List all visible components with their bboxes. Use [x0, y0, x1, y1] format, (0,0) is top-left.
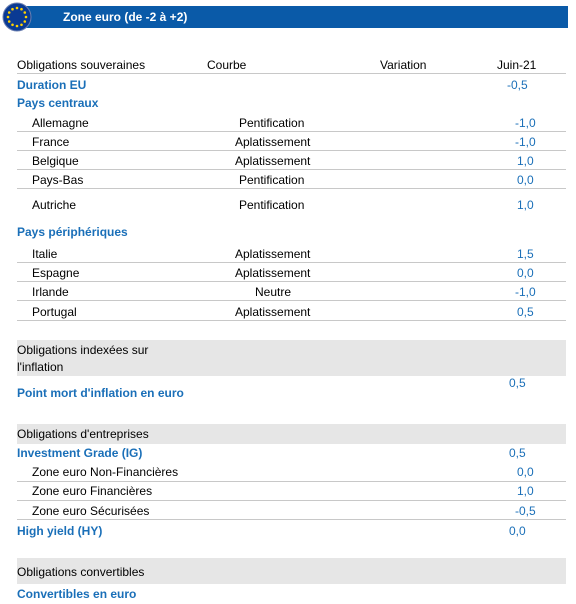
- convertibles-section-band: Obligations convertibles: [17, 558, 566, 584]
- table-row: France Aplatissement -1,0: [17, 133, 566, 151]
- inflation-title-line2: l'inflation: [17, 360, 64, 374]
- flag-star: [7, 11, 11, 14]
- table-row: Zone euro Non-Financières 0,0: [17, 464, 566, 482]
- curve-value: Aplatissement: [235, 266, 311, 280]
- variation-value: 0,0: [517, 266, 534, 280]
- flag-star: [23, 11, 27, 14]
- core-title: Pays centraux: [17, 96, 99, 110]
- curve-value: Pentification: [239, 116, 305, 130]
- flag-star: [15, 24, 19, 28]
- variation-value: -1,0: [515, 285, 536, 299]
- flag-star: [11, 23, 14, 27]
- country-name: Belgique: [32, 154, 79, 168]
- table-row: Italie Aplatissement 1,5: [17, 245, 566, 263]
- variation-value: -1,0: [515, 135, 536, 149]
- country-name: France: [32, 135, 70, 149]
- eu-flag-icon: [2, 2, 32, 32]
- column-variation: Variation: [380, 58, 427, 72]
- ig-value: 0,5: [509, 446, 526, 460]
- corporate-title: Obligations d'entreprises: [17, 427, 149, 441]
- inflation-value: 0,5: [509, 376, 526, 390]
- curve-value: Aplatissement: [235, 135, 311, 149]
- variation-value: 1,0: [517, 198, 534, 212]
- table-row: Irlande Neutre -1,0: [17, 283, 566, 301]
- column-period: Juin-21: [497, 58, 537, 72]
- segment-name: Zone euro Financières: [32, 484, 153, 498]
- hy-label: High yield (HY): [17, 524, 103, 538]
- curve-value: Neutre: [255, 285, 292, 299]
- table-row: Espagne Aplatissement 0,0: [17, 264, 566, 282]
- core-section-title: Pays centraux: [17, 96, 566, 112]
- country-name: Italie: [32, 247, 58, 261]
- table-row: Zone euro Sécurisées -0,5: [17, 502, 566, 520]
- variation-value: 0,5: [517, 305, 534, 319]
- title-bar: Zone euro (de -2 à +2): [17, 6, 568, 28]
- duration-label: Duration EU: [17, 78, 87, 92]
- table-row: Pays-Bas Pentification 0,0: [17, 171, 566, 189]
- ig-label: Investment Grade (IG): [17, 446, 143, 460]
- curve-value: Pentification: [239, 198, 305, 212]
- variation-value: 1,5: [517, 247, 534, 261]
- table-row: Portugal Aplatissement 0,5: [17, 302, 566, 321]
- country-name: Irlande: [32, 285, 69, 299]
- periphery-title: Pays périphériques: [17, 225, 128, 239]
- inflation-title-line1: Obligations indexées sur: [17, 343, 149, 357]
- curve-value: Pentification: [239, 173, 305, 187]
- table-row: Zone euro Financières 1,0: [17, 483, 566, 501]
- variation-value: 0,0: [517, 173, 534, 187]
- hy-value: 0,0: [509, 524, 526, 538]
- table-row: Autriche Pentification 1,0: [17, 196, 566, 213]
- country-name: Portugal: [32, 305, 77, 319]
- periphery-section-title: Pays périphériques: [17, 225, 566, 241]
- curve-value: Aplatissement: [235, 154, 311, 168]
- flag-star: [20, 23, 23, 27]
- convertibles-label: Convertibles en euro: [17, 587, 137, 601]
- column-header-row: Obligations souveraines Courbe Variation…: [17, 57, 566, 74]
- variation-value: -1,0: [515, 116, 536, 130]
- corporate-section-band: Obligations d'entreprises: [17, 424, 566, 444]
- ig-row: Investment Grade (IG) 0,5: [17, 446, 566, 462]
- flag-star: [23, 20, 27, 23]
- flag-star: [11, 7, 14, 11]
- column-category: Obligations souveraines: [17, 58, 146, 72]
- column-curve: Courbe: [207, 58, 247, 72]
- table-row: Allemagne Pentification -1,0: [17, 114, 566, 132]
- inflation-label: Point mort d'inflation en euro: [17, 386, 184, 400]
- country-name: Pays-Bas: [32, 173, 84, 187]
- inflation-row: 0,5 Point mort d'inflation en euro: [17, 376, 566, 400]
- table-header: Zone euro (de -2 à +2): [0, 0, 576, 34]
- country-name: Autriche: [32, 198, 77, 212]
- segment-name: Zone euro Non-Financières: [32, 465, 179, 479]
- flag-star: [24, 15, 28, 19]
- convertibles-row: Convertibles en euro: [17, 587, 566, 603]
- inflation-section-band: Obligations indexées sur l'inflation: [17, 340, 566, 376]
- segment-name: Zone euro Sécurisées: [32, 504, 150, 518]
- curve-value: Aplatissement: [235, 305, 311, 319]
- curve-value: Aplatissement: [235, 247, 311, 261]
- duration-row: Duration EU -0,5: [17, 78, 566, 94]
- flag-star: [7, 20, 11, 23]
- flag-star: [6, 15, 10, 19]
- segment-value: 1,0: [517, 484, 534, 498]
- page-title: Zone euro (de -2 à +2): [63, 10, 188, 24]
- duration-value: -0,5: [507, 78, 528, 92]
- flag-star: [15, 6, 19, 10]
- country-name: Espagne: [32, 266, 80, 280]
- segment-value: 0,0: [517, 465, 534, 479]
- table-row: Belgique Aplatissement 1,0: [17, 152, 566, 170]
- convertibles-title: Obligations convertibles: [17, 565, 145, 579]
- hy-row: High yield (HY) 0,0: [17, 524, 566, 540]
- segment-value: -0,5: [515, 504, 536, 518]
- variation-value: 1,0: [517, 154, 534, 168]
- country-name: Allemagne: [32, 116, 89, 130]
- flag-star: [20, 7, 23, 11]
